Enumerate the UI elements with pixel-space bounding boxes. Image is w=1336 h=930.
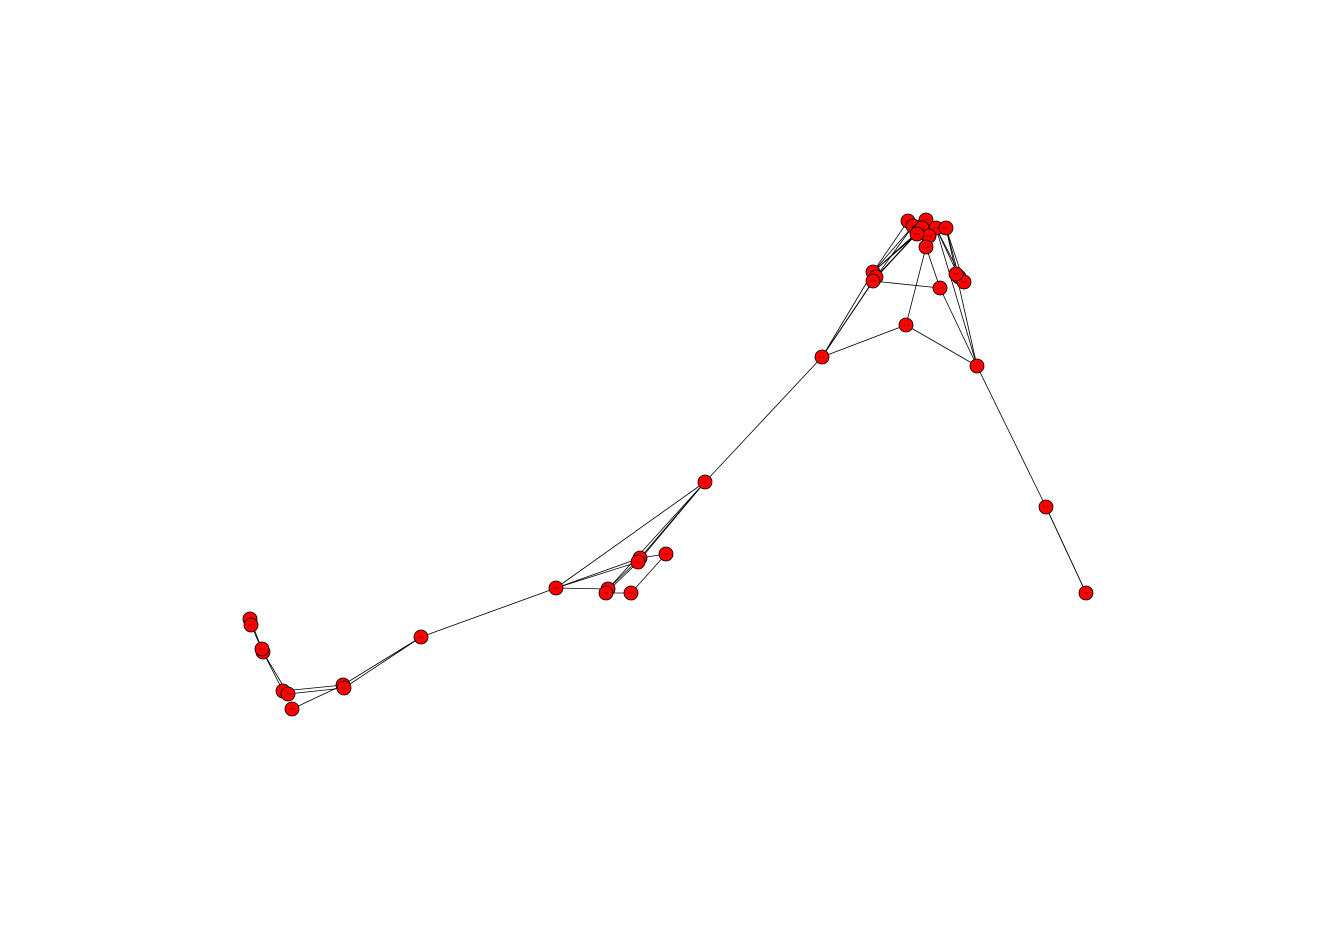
graph-edge [945, 227, 978, 367]
node-label-mark [628, 592, 634, 594]
graph-edge [905, 324, 978, 367]
graph-node [280, 686, 296, 702]
graph-edge [905, 246, 927, 326]
graph-node [814, 349, 830, 365]
graph-node [413, 629, 429, 645]
graph-edge [291, 684, 344, 710]
graph-node [969, 358, 985, 374]
node-label-mark [1043, 506, 1049, 508]
node-label-mark [923, 219, 929, 221]
graph-edge [872, 233, 918, 273]
graph-node [284, 701, 300, 717]
graph-node [336, 680, 352, 696]
graph-edge [342, 636, 422, 686]
graph-edge [935, 227, 978, 367]
graph-edge [420, 587, 557, 638]
node-label-mark [341, 687, 347, 689]
node-label-mark [418, 636, 424, 638]
graph-edge [821, 271, 874, 358]
graph-edge [555, 481, 706, 589]
graph-edge [872, 220, 909, 273]
graph-node [938, 220, 954, 236]
nodes-layer [242, 212, 1094, 717]
graph-edge [555, 557, 641, 589]
node-label-mark [953, 273, 959, 275]
graph-edge [976, 365, 1047, 508]
graph-node [598, 585, 614, 601]
graph-node [630, 554, 646, 570]
graph-edge [872, 225, 914, 273]
graph-node [658, 546, 674, 562]
graph-edge [630, 553, 667, 594]
graph-node [918, 239, 934, 255]
graph-edge [607, 481, 706, 590]
node-label-mark [285, 693, 291, 695]
node-label-mark [926, 235, 932, 237]
node-label-mark [635, 561, 641, 563]
graph-node [932, 280, 948, 296]
graph-node [1038, 499, 1054, 515]
node-label-mark [910, 225, 916, 227]
graph-edge [555, 561, 639, 589]
node-label-mark [1083, 592, 1089, 594]
node-label-mark [289, 708, 295, 710]
graph-edge [637, 481, 706, 563]
graph-node [1078, 585, 1094, 601]
node-label-mark [903, 324, 909, 326]
graph-node [254, 641, 270, 657]
graph-edge [1045, 506, 1087, 594]
graph-edge [555, 587, 609, 590]
edges-layer [249, 219, 1087, 710]
graph-node [697, 474, 713, 490]
graph-node [623, 585, 639, 601]
node-label-mark [943, 227, 949, 229]
graph-edge [821, 324, 907, 358]
node-label-mark [933, 227, 939, 229]
node-label-mark [870, 280, 876, 282]
node-label-mark [961, 281, 967, 283]
graph-node [865, 273, 881, 289]
node-label-mark [974, 365, 980, 367]
graph-node [243, 617, 259, 633]
graph-edge [343, 636, 422, 689]
node-label-mark [603, 592, 609, 594]
node-label-mark [937, 287, 943, 289]
graph-edge [821, 280, 874, 358]
node-label-mark [923, 246, 929, 248]
graph-node [548, 580, 564, 596]
graph-node [898, 317, 914, 333]
graph-node [909, 226, 925, 242]
node-label-mark [919, 227, 925, 229]
node-label-mark [914, 233, 920, 235]
graph-edge [939, 287, 978, 367]
graph-edge [872, 280, 941, 289]
node-label-mark [819, 356, 825, 358]
node-label-mark [248, 624, 254, 626]
node-label-mark [702, 481, 708, 483]
graph-node [948, 266, 964, 282]
node-label-mark [259, 648, 265, 650]
node-label-mark [553, 587, 559, 589]
node-label-mark [663, 553, 669, 555]
graph-edge [704, 356, 823, 483]
